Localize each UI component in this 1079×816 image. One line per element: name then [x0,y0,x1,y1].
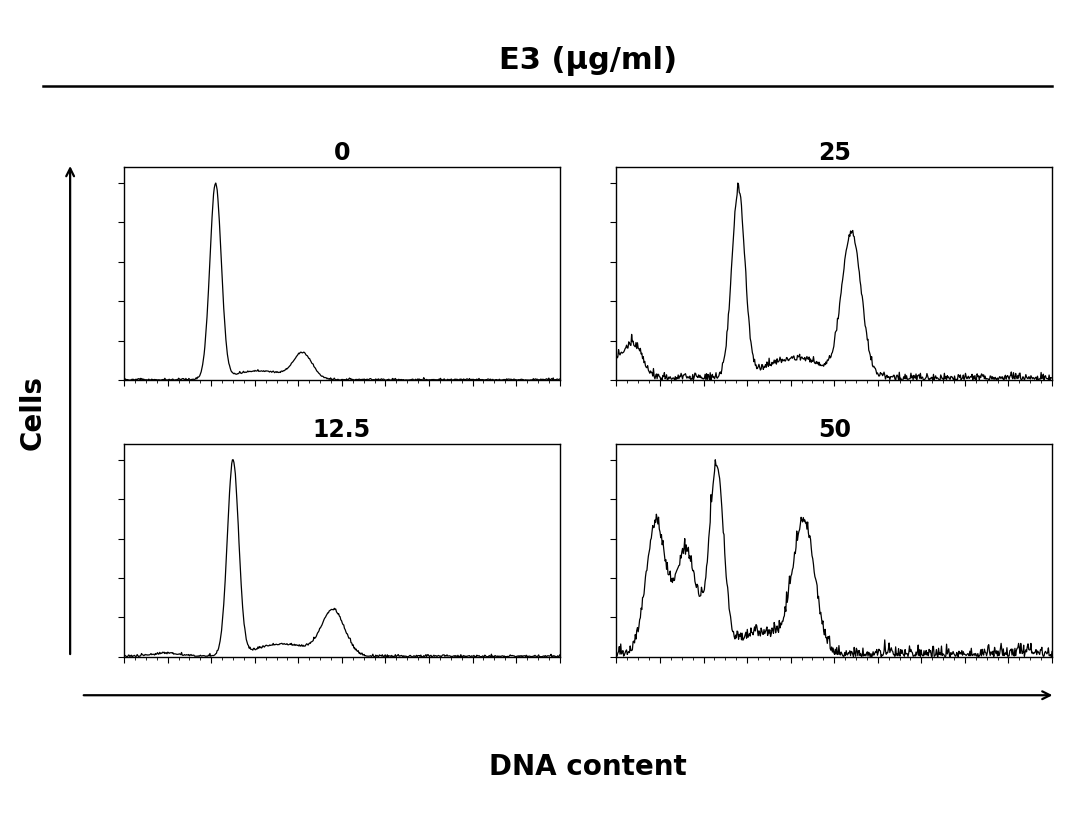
Title: 50: 50 [818,418,850,442]
Title: 0: 0 [333,141,351,166]
Text: E3 (μg/ml): E3 (μg/ml) [498,47,678,76]
Title: 12.5: 12.5 [313,418,371,442]
Title: 25: 25 [818,141,850,166]
Text: DNA content: DNA content [489,753,687,781]
Text: Cells: Cells [18,375,46,450]
